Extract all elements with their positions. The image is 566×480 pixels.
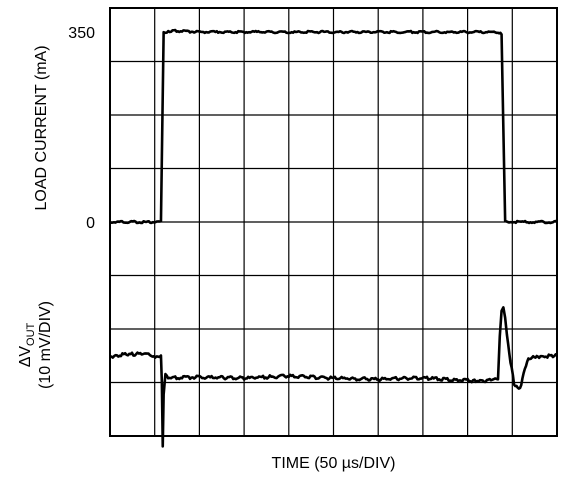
y-tick-label-0: 0: [86, 215, 95, 232]
y-axis-label-vout-scale: (10 mV/DIV): [37, 301, 54, 389]
grid: [110, 8, 557, 436]
x-axis-label: TIME (50 µs/DIV): [272, 455, 396, 472]
trace-delta-vout: [109, 306, 558, 448]
y-axis-label-load-current: LOAD CURRENT (mA): [33, 45, 50, 210]
traces: [109, 28, 558, 448]
trace-load-current: [109, 28, 558, 225]
y-axis-label-delta-vout: ΔVOUT: [17, 322, 37, 367]
out-subscript: OUT: [25, 322, 37, 346]
y-tick-label-350: 350: [68, 25, 95, 42]
delta-v-text: ΔV: [17, 346, 34, 368]
